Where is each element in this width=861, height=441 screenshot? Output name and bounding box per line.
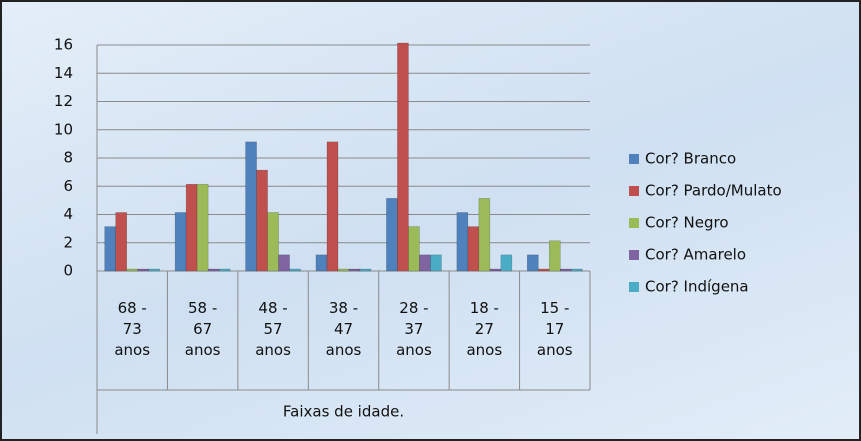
bar — [456, 212, 469, 272]
x-tick-label: 38 - 47 anos — [325, 299, 362, 359]
legend-label: Cor? Amarelo — [645, 246, 746, 264]
legend-label: Cor? Pardo/Mulato — [645, 182, 782, 200]
x-tick-label: 15 - 17 anos — [536, 299, 573, 359]
legend-swatch — [629, 282, 639, 292]
bar — [218, 268, 231, 272]
legend-swatch — [629, 218, 639, 228]
legend-label: Cor? Branco — [645, 150, 736, 168]
x-tick-label: 68 - 73 anos — [114, 299, 151, 359]
bar — [467, 226, 480, 272]
bar — [196, 183, 209, 272]
bar — [548, 240, 561, 272]
bar — [430, 254, 442, 272]
legend-swatch — [629, 250, 639, 260]
x-tick-label: 58 - 67 anos — [184, 299, 221, 359]
bar — [348, 268, 361, 272]
bar — [500, 254, 513, 272]
bar — [419, 254, 431, 272]
bar — [115, 212, 128, 272]
bar — [397, 42, 409, 272]
bar — [148, 268, 161, 272]
legend-swatch — [629, 186, 639, 196]
bar — [408, 226, 420, 272]
y-tick-label: 14 — [54, 64, 73, 82]
bar — [104, 226, 117, 272]
x-tick-label: 18 - 27 anos — [466, 299, 503, 359]
bar — [289, 268, 301, 272]
bar — [559, 268, 572, 272]
legend-label: Cor? Negro — [645, 214, 729, 232]
bar — [326, 141, 339, 272]
y-tick-label: 8 — [63, 149, 73, 167]
y-tick-label: 10 — [54, 120, 73, 138]
bar — [315, 254, 328, 272]
bar — [337, 268, 350, 272]
legend-label: Cor? Indígena — [645, 278, 749, 296]
bar — [126, 268, 139, 272]
y-tick-label: 4 — [63, 205, 73, 223]
y-tick-label: 2 — [63, 233, 73, 251]
bar — [478, 198, 491, 272]
y-tick-label: 0 — [63, 262, 73, 280]
bar — [489, 268, 502, 272]
legend-swatch — [629, 154, 639, 164]
y-tick-label: 16 — [54, 36, 73, 54]
bar — [137, 268, 150, 272]
bar — [245, 141, 257, 272]
x-axis-title: Faixas de idade. — [283, 403, 404, 421]
bar — [174, 212, 187, 272]
bar — [386, 198, 398, 272]
bar — [207, 268, 220, 272]
bar — [267, 212, 279, 272]
bar — [537, 268, 550, 272]
bar — [278, 254, 290, 272]
bar — [359, 268, 372, 272]
bar — [570, 268, 583, 272]
y-tick-label: 6 — [63, 177, 73, 195]
x-tick-label: 48 - 57 anos — [255, 299, 291, 359]
y-tick-label: 12 — [54, 92, 73, 110]
bar — [526, 254, 539, 272]
bar — [185, 183, 198, 272]
bar — [256, 169, 268, 272]
x-tick-label: 28 - 37 anos — [396, 299, 432, 359]
